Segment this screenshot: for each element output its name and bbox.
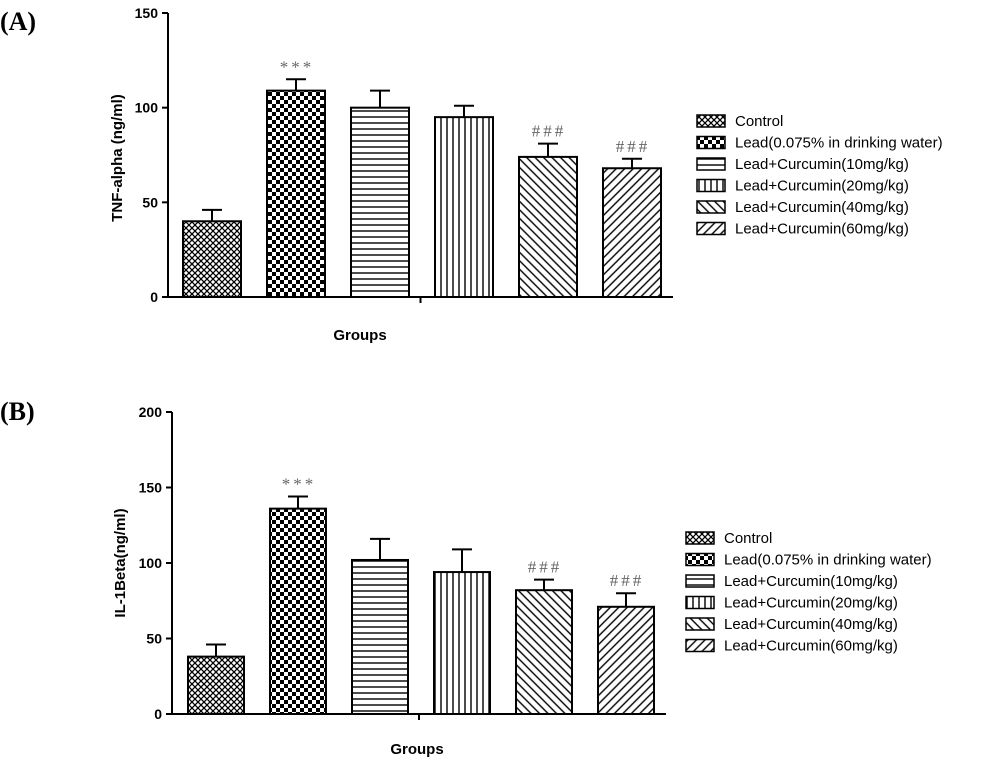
y-tick-label: 150: [135, 5, 159, 21]
y-axis-label: IL-1Beta(ng/ml): [112, 508, 129, 617]
legend-swatch: [685, 531, 715, 545]
bar: [350, 106, 410, 298]
legend-label: Control: [735, 113, 783, 130]
legend-swatch: [685, 552, 715, 567]
panel-label: (B): [0, 397, 35, 426]
legend-label: Lead+Curcumin(40mg/kg): [735, 199, 909, 216]
y-tick-label: 150: [139, 480, 163, 496]
legend-label: Lead+Curcumin(20mg/kg): [724, 595, 898, 612]
legend-label: Lead(0.075% in drinking water): [735, 135, 943, 152]
y-tick-label: 100: [139, 555, 163, 571]
legend-swatch: [696, 157, 726, 171]
plot-area: 0 50 100 150 *** ### ### Control Lead(0.075% in …: [135, 5, 943, 305]
y-tick-label: 100: [135, 100, 159, 116]
y-axis-label: TNF-alpha (ng/ml): [109, 94, 126, 222]
x-axis-label: Groups: [333, 327, 386, 344]
significance-label: ***: [280, 57, 315, 76]
x-axis-label: Groups: [390, 741, 443, 758]
y-tick-label: 50: [146, 631, 162, 647]
panel-label: (A): [0, 7, 36, 36]
legend-label: Lead+Curcumin(10mg/kg): [735, 156, 909, 173]
legend-swatch: [696, 178, 726, 193]
legend-label: Lead+Curcumin(10mg/kg): [724, 573, 898, 590]
legend-swatch: [685, 617, 715, 631]
bar: [602, 167, 662, 298]
legend-label: Lead+Curcumin(60mg/kg): [724, 638, 898, 655]
bar: [515, 589, 573, 715]
plot-area: 0 50 100 150 200 *** ### ### Control Lead(0.075% …: [139, 404, 932, 722]
panel-b: (B) Groups IL-1Beta(ng/ml) 0 50 100 150 200 *…: [0, 397, 932, 758]
bar: [434, 116, 494, 298]
legend-swatch: [685, 638, 715, 653]
bar: [597, 605, 655, 715]
legend-label: Lead+Curcumin(60mg/kg): [735, 221, 909, 238]
bar: [269, 507, 327, 716]
significance-label: ###: [610, 571, 645, 590]
bar: [351, 558, 409, 715]
legend-label: Lead(0.075% in drinking water): [724, 552, 932, 569]
panel-a: (A) Groups TNF-alpha (ng/ml) 0 50 100 150 **…: [0, 5, 943, 344]
bar: [518, 155, 578, 298]
legend-label: Lead+Curcumin(20mg/kg): [735, 178, 909, 195]
legend-label: Control: [724, 530, 772, 547]
legend-label: Lead+Curcumin(40mg/kg): [724, 616, 898, 633]
legend-swatch: [685, 574, 715, 588]
legend-swatch: [685, 595, 715, 610]
legend-swatch: [696, 200, 726, 214]
bar: [266, 89, 326, 298]
bar: [182, 220, 242, 298]
y-tick-label: 0: [154, 706, 162, 722]
legend-swatch: [696, 221, 726, 236]
significance-label: ***: [282, 475, 317, 494]
bar: [187, 655, 245, 715]
significance-label: ###: [528, 558, 563, 577]
bar: [433, 571, 491, 715]
y-tick-label: 200: [139, 404, 163, 420]
y-tick-label: 50: [142, 194, 158, 210]
legend-swatch: [696, 135, 726, 150]
significance-label: ###: [532, 122, 567, 141]
significance-label: ###: [616, 137, 651, 156]
legend-swatch: [696, 114, 726, 128]
y-tick-label: 0: [150, 289, 158, 305]
